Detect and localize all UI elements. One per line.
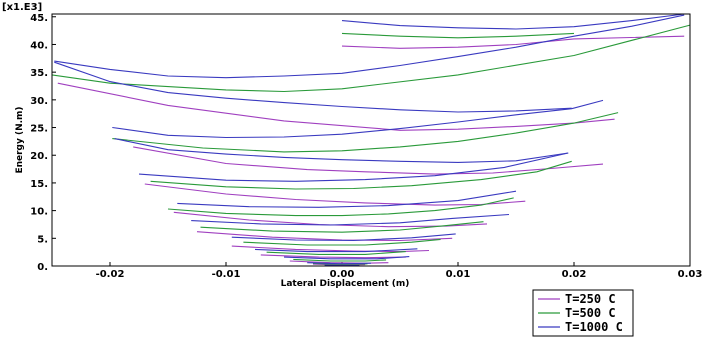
curve-t-1000-c (191, 213, 510, 226)
x-tick-label: 0.01 (446, 269, 471, 280)
x-tick-label: 0.00 (330, 269, 355, 280)
x-tick-label: 0.02 (562, 269, 587, 280)
curve-t-500-c (150, 160, 572, 190)
curve-t-500-c (266, 251, 406, 255)
curve-t-1000-c (54, 14, 685, 79)
y-tick-label: 10. (30, 207, 48, 218)
curve-t-250-c (289, 260, 389, 264)
curve-t-1000-c (283, 256, 410, 260)
x-axis-title: Lateral Displacement (m) (281, 279, 410, 289)
curve-t-250-c (173, 211, 488, 228)
y-tick-label: 25. (30, 124, 48, 135)
curve-t-1000-c (54, 61, 572, 113)
curve-t-250-c (144, 183, 526, 206)
legend-label: T=500 C (565, 306, 616, 320)
y-tick-label: 0. (37, 262, 48, 273)
curve-t-1000-c (112, 99, 604, 139)
curve-t-1000-c (114, 138, 569, 163)
curve-t-500-c (341, 32, 575, 39)
y-tick-label: 35. (30, 68, 48, 79)
x-tick-label: -0.01 (212, 269, 241, 280)
curve-t-250-c (260, 254, 406, 259)
curve-t-1000-c (177, 190, 517, 208)
legend: T=250 CT=500 CT=1000 C (532, 289, 634, 337)
legend-label: T=250 C (565, 292, 616, 306)
curve-t-500-c (243, 238, 441, 246)
plot-frame (51, 13, 691, 267)
curve-t-1000-c (254, 248, 418, 253)
curve-t-1000-c (307, 262, 372, 265)
y-tick-label: 5. (37, 234, 48, 245)
curve-t-500-c (112, 112, 619, 153)
curve-t-1000-c (341, 13, 685, 30)
curve-t-500-c (167, 197, 514, 217)
curve-t-250-c (196, 231, 453, 242)
curve-t-250-c (341, 35, 685, 49)
curve-t-1000-c (231, 233, 456, 242)
curve-t-250-c (312, 263, 366, 266)
y-tick-label: 30. (30, 96, 48, 107)
legend-label: T=1000 C (565, 320, 623, 334)
curve-t-500-c (293, 258, 387, 262)
y-tick-label: 45. (30, 13, 48, 24)
x-tick-label: 0.03 (678, 269, 703, 280)
y-tick-label: 20. (30, 151, 48, 162)
curve-t-1000-c (138, 152, 569, 182)
x-axis-ticks: -0.02 -0.01 0.00 0.01 0.02 0.03 (96, 262, 703, 280)
curve-t-250-c (133, 146, 604, 175)
curve-t-500-c (51, 24, 691, 93)
y-axis-title: Energy (N.m) (15, 106, 25, 173)
y-axis-ticks: 0. 5. 10. 15. 20. 25. 30. 35. 40. 45. (30, 13, 56, 273)
y-scale-label: [x1.E3] (2, 2, 42, 13)
x-tick-label: -0.02 (96, 269, 125, 280)
curve-t-250-c (231, 245, 430, 253)
data-curves (51, 13, 691, 267)
curve-t-250-c (57, 82, 615, 131)
curve-t-500-c (200, 221, 484, 233)
y-tick-label: 15. (30, 179, 48, 190)
y-tick-label: 40. (30, 40, 48, 51)
